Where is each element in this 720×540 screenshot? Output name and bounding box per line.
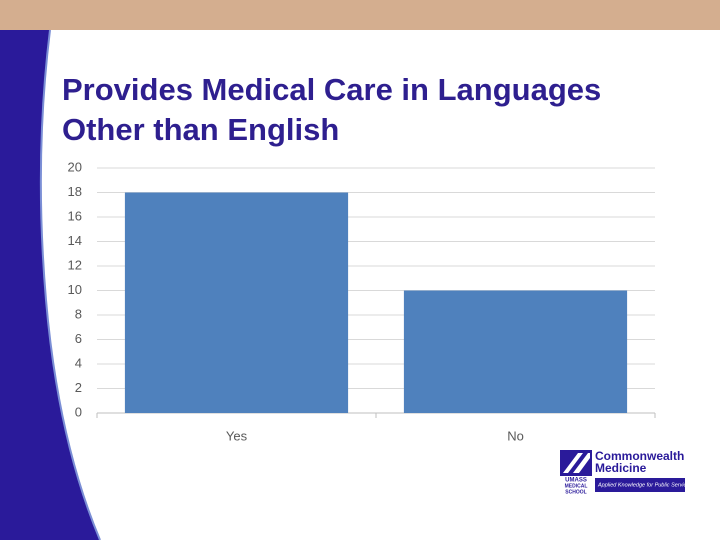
logo-name: Medicine: [595, 461, 647, 475]
y-tick-label: 20: [68, 159, 82, 174]
logo-name: Commonwealth: [595, 449, 684, 463]
side-swoosh: [0, 30, 100, 540]
x-tick-label: Yes: [226, 428, 248, 443]
logo-school: UMASS: [565, 478, 587, 484]
logo: UMASS MEDICAL SCHOOL Commonwealth Medici…: [560, 449, 689, 495]
slide-title: Provides Medical Care in Languages Other…: [62, 72, 602, 147]
logo-mark: [563, 453, 590, 473]
y-tick-label: 0: [75, 404, 82, 419]
y-tick-label: 8: [75, 306, 82, 321]
swoosh-edge: [39, 29, 101, 540]
top-band: [0, 0, 720, 30]
x-tick-label: No: [507, 428, 524, 443]
bar: [403, 290, 628, 413]
y-tick-label: 16: [68, 208, 82, 223]
logo-tagline-band: [595, 478, 685, 492]
logo-school: MEDICAL: [565, 483, 588, 489]
y-tick-label: 10: [68, 282, 82, 297]
y-tick-label: 12: [68, 257, 82, 272]
y-tick-label: 6: [75, 331, 82, 346]
y-tick-label: 18: [68, 184, 82, 199]
logo-tagline: Applied Knowledge for Public Service: [597, 482, 689, 488]
logo-school: SCHOOL: [565, 489, 586, 495]
y-tick-label: 14: [68, 233, 82, 248]
y-tick-label: 2: [75, 380, 82, 395]
y-tick-label: 4: [75, 355, 82, 370]
bar: [124, 192, 349, 413]
